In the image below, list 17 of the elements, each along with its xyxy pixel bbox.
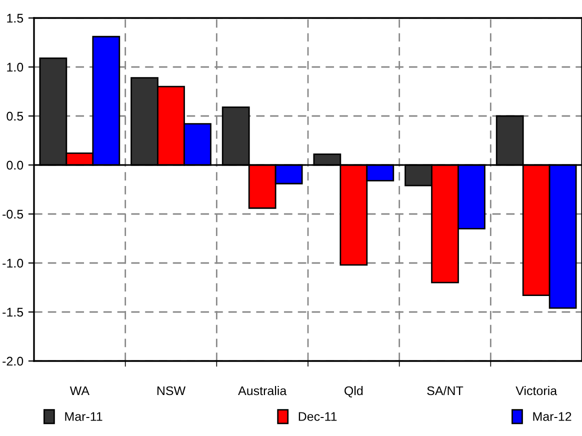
x-tick-label: SA/NT bbox=[427, 386, 464, 396]
y-tick-label: -0.5 bbox=[2, 210, 24, 219]
y-tick-label: -1.5 bbox=[2, 308, 24, 317]
x-tick-label: Victoria bbox=[516, 386, 558, 396]
x-tick-label: Qld bbox=[344, 386, 363, 398]
x-tick-label: Australia bbox=[238, 386, 287, 396]
y-tick-label: 1.5 bbox=[7, 14, 24, 23]
legend-label: Mar-12 bbox=[533, 412, 572, 421]
y-tick-label: -2.0 bbox=[2, 356, 24, 366]
y-tick-label: -1.0 bbox=[2, 258, 24, 268]
y-tick-label: 1.0 bbox=[7, 62, 24, 72]
y-tick-label: 0.0 bbox=[6, 160, 24, 170]
x-tick-label: WA bbox=[70, 386, 90, 396]
legend-label: Dec-11 bbox=[298, 412, 337, 421]
y-tick-label: 0.5 bbox=[6, 112, 24, 121]
legend-label: Mar-11 bbox=[65, 412, 102, 421]
x-tick-label: NSW bbox=[157, 386, 186, 396]
